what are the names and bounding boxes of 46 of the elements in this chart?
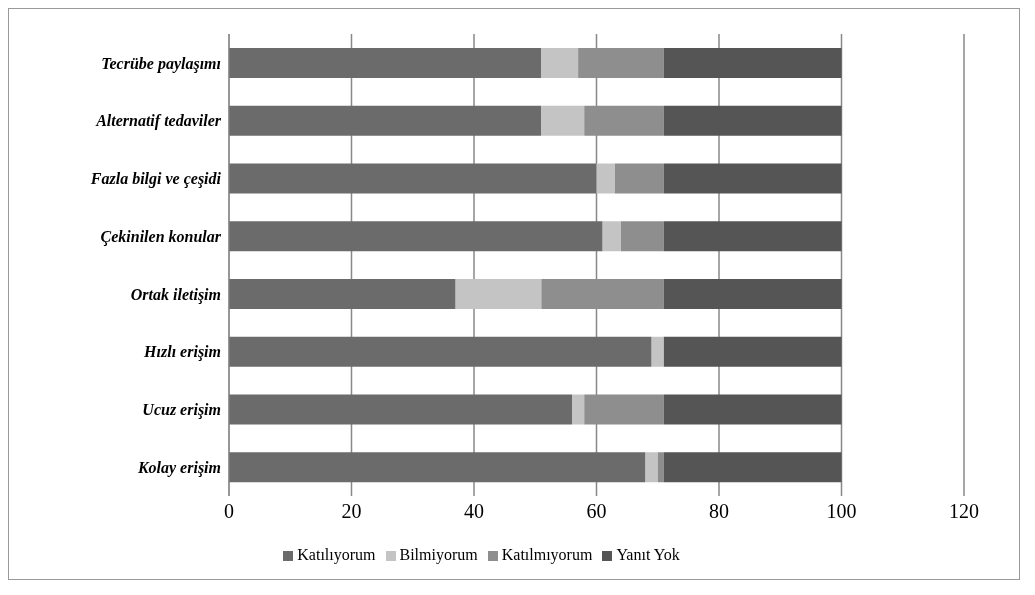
bar (229, 452, 646, 483)
bar (572, 394, 585, 425)
bar (663, 452, 842, 483)
bar (663, 48, 842, 78)
x-tick-label: 60 (586, 500, 607, 523)
bar (229, 163, 597, 194)
bar (602, 221, 621, 252)
bar (229, 48, 542, 78)
bar (663, 279, 842, 309)
bar (541, 105, 585, 136)
y-tick-label: Ucuz erişim (142, 401, 221, 420)
bar (596, 163, 615, 194)
legend-label: Yanıt Yok (616, 546, 680, 563)
x-tick-label: 40 (464, 500, 484, 523)
y-tick-label: Fazla bilgi ve çeşidi (89, 170, 222, 189)
bar (663, 221, 842, 252)
bar (663, 105, 842, 136)
bar (229, 105, 542, 136)
y-tick-label: Hızlı erişim (143, 343, 221, 362)
bar (229, 279, 456, 309)
bar (455, 279, 542, 309)
x-tick-label: 100 (826, 500, 857, 523)
x-tick-label: 0 (224, 500, 234, 523)
y-tick-label: Tecrübe paylaşımı (101, 54, 221, 73)
bar (229, 336, 652, 367)
legend-label: Katılmıyorum (501, 546, 593, 563)
legend-label: Katılıyorum (297, 546, 376, 563)
y-tick-label: Alternatif tedaviler (95, 112, 222, 131)
y-tick-label: Kolay erişim (136, 458, 221, 477)
y-tick-label: Çekinilen konular (100, 227, 222, 246)
legend-label: Bilmiyorum (399, 546, 478, 563)
x-tick-label: 120 (949, 500, 979, 523)
x-tick-label: 20 (341, 500, 362, 523)
y-tick-label: Ortak iletişim (130, 285, 221, 304)
bar (663, 336, 842, 367)
bar (651, 336, 664, 367)
bar (645, 452, 658, 483)
bar (657, 452, 664, 483)
x-tick-label: 80 (709, 500, 729, 523)
bar (621, 221, 664, 252)
bar (663, 394, 842, 425)
bar (614, 163, 664, 194)
bar (541, 48, 579, 78)
bar (229, 221, 603, 252)
bar (229, 394, 572, 425)
bar (663, 163, 842, 194)
